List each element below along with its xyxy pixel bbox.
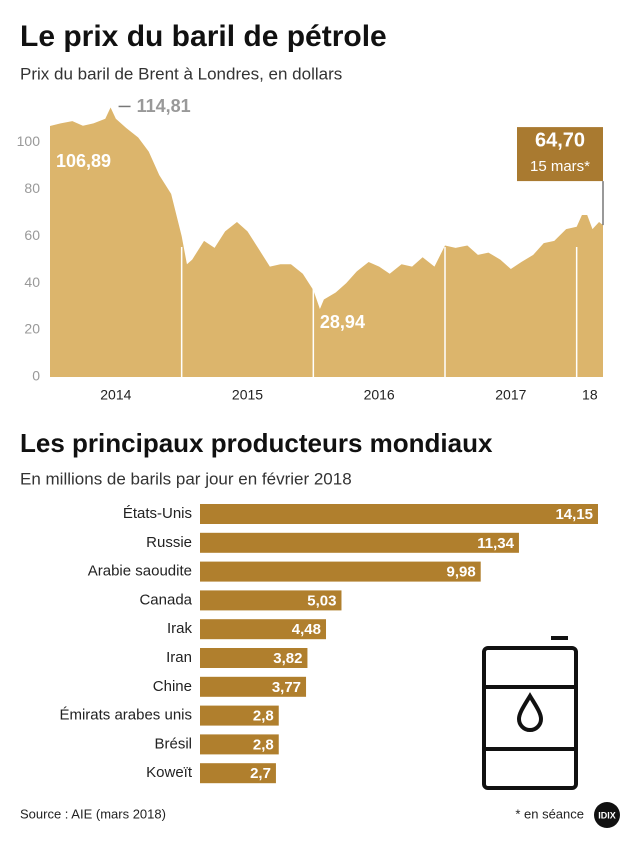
category-label: Iran <box>166 649 192 666</box>
category-label: Koweït <box>146 764 193 781</box>
logo-badge <box>594 802 620 828</box>
annotation: 106,89 <box>56 151 111 171</box>
annotation-note: 15 mars* <box>530 158 590 175</box>
y-tick-label: 0 <box>32 368 40 384</box>
bar <box>200 590 342 611</box>
value-label: 2,7 <box>250 765 271 782</box>
category-label: États-Unis <box>123 505 192 522</box>
value-label: 4,48 <box>292 621 321 638</box>
bar <box>200 561 481 582</box>
y-tick-label: 80 <box>24 180 40 196</box>
annotation: 114,81 <box>137 96 191 116</box>
bar <box>200 532 519 553</box>
category-label: Russie <box>146 534 192 551</box>
annotation-box <box>517 127 603 182</box>
value-label: 14,15 <box>555 506 593 523</box>
bar <box>200 648 308 668</box>
x-tick-label: 2015 <box>232 387 263 403</box>
chart-subtitle: Prix du baril de Brent à Londres, en dol… <box>20 64 342 83</box>
value-label: 5,03 <box>307 592 336 609</box>
annotation: 28,94 <box>320 312 365 332</box>
bar <box>200 763 276 784</box>
value-label: 11,34 <box>477 535 514 552</box>
category-label: Irak <box>167 620 193 637</box>
source: Source : AIE (mars 2018) <box>20 806 166 821</box>
value-label: 2,8 <box>253 708 274 725</box>
x-tick-label: 2014 <box>100 387 131 403</box>
footnote: * en séance <box>515 806 584 821</box>
x-tick-label: 2016 <box>364 387 395 403</box>
y-tick-label: 60 <box>24 227 40 243</box>
category-label: Canada <box>139 591 192 608</box>
bar <box>200 734 279 755</box>
barrel-icon <box>482 636 578 790</box>
logo: IDIX <box>598 810 616 820</box>
value-label: 9,98 <box>447 564 476 581</box>
chart-subtitle: En millions de barils par jour en févrie… <box>20 469 352 488</box>
annotation: 64,70 <box>535 129 585 151</box>
y-tick-label: 100 <box>17 133 41 149</box>
y-tick-label: 40 <box>24 274 40 290</box>
bar <box>200 705 279 726</box>
x-tick-label: 18 <box>582 387 598 403</box>
bar <box>200 619 327 640</box>
x-tick-label: 2017 <box>495 387 526 403</box>
bar <box>200 504 598 524</box>
price-area <box>50 107 603 377</box>
value-label: 3,77 <box>272 679 301 696</box>
category-label: Arabie saoudite <box>88 563 192 580</box>
category-label: Chine <box>153 678 192 695</box>
value-label: 2,8 <box>253 736 274 753</box>
y-tick-label: 20 <box>24 321 40 337</box>
value-label: 3,82 <box>273 650 302 667</box>
chart-title: Les principaux producteurs mondiaux <box>20 428 493 458</box>
category-label: Brésil <box>154 735 192 752</box>
category-label: Émirats arabes unis <box>59 707 192 724</box>
bar <box>200 676 307 697</box>
chart-title: Le prix du baril de pétrole <box>20 20 387 53</box>
